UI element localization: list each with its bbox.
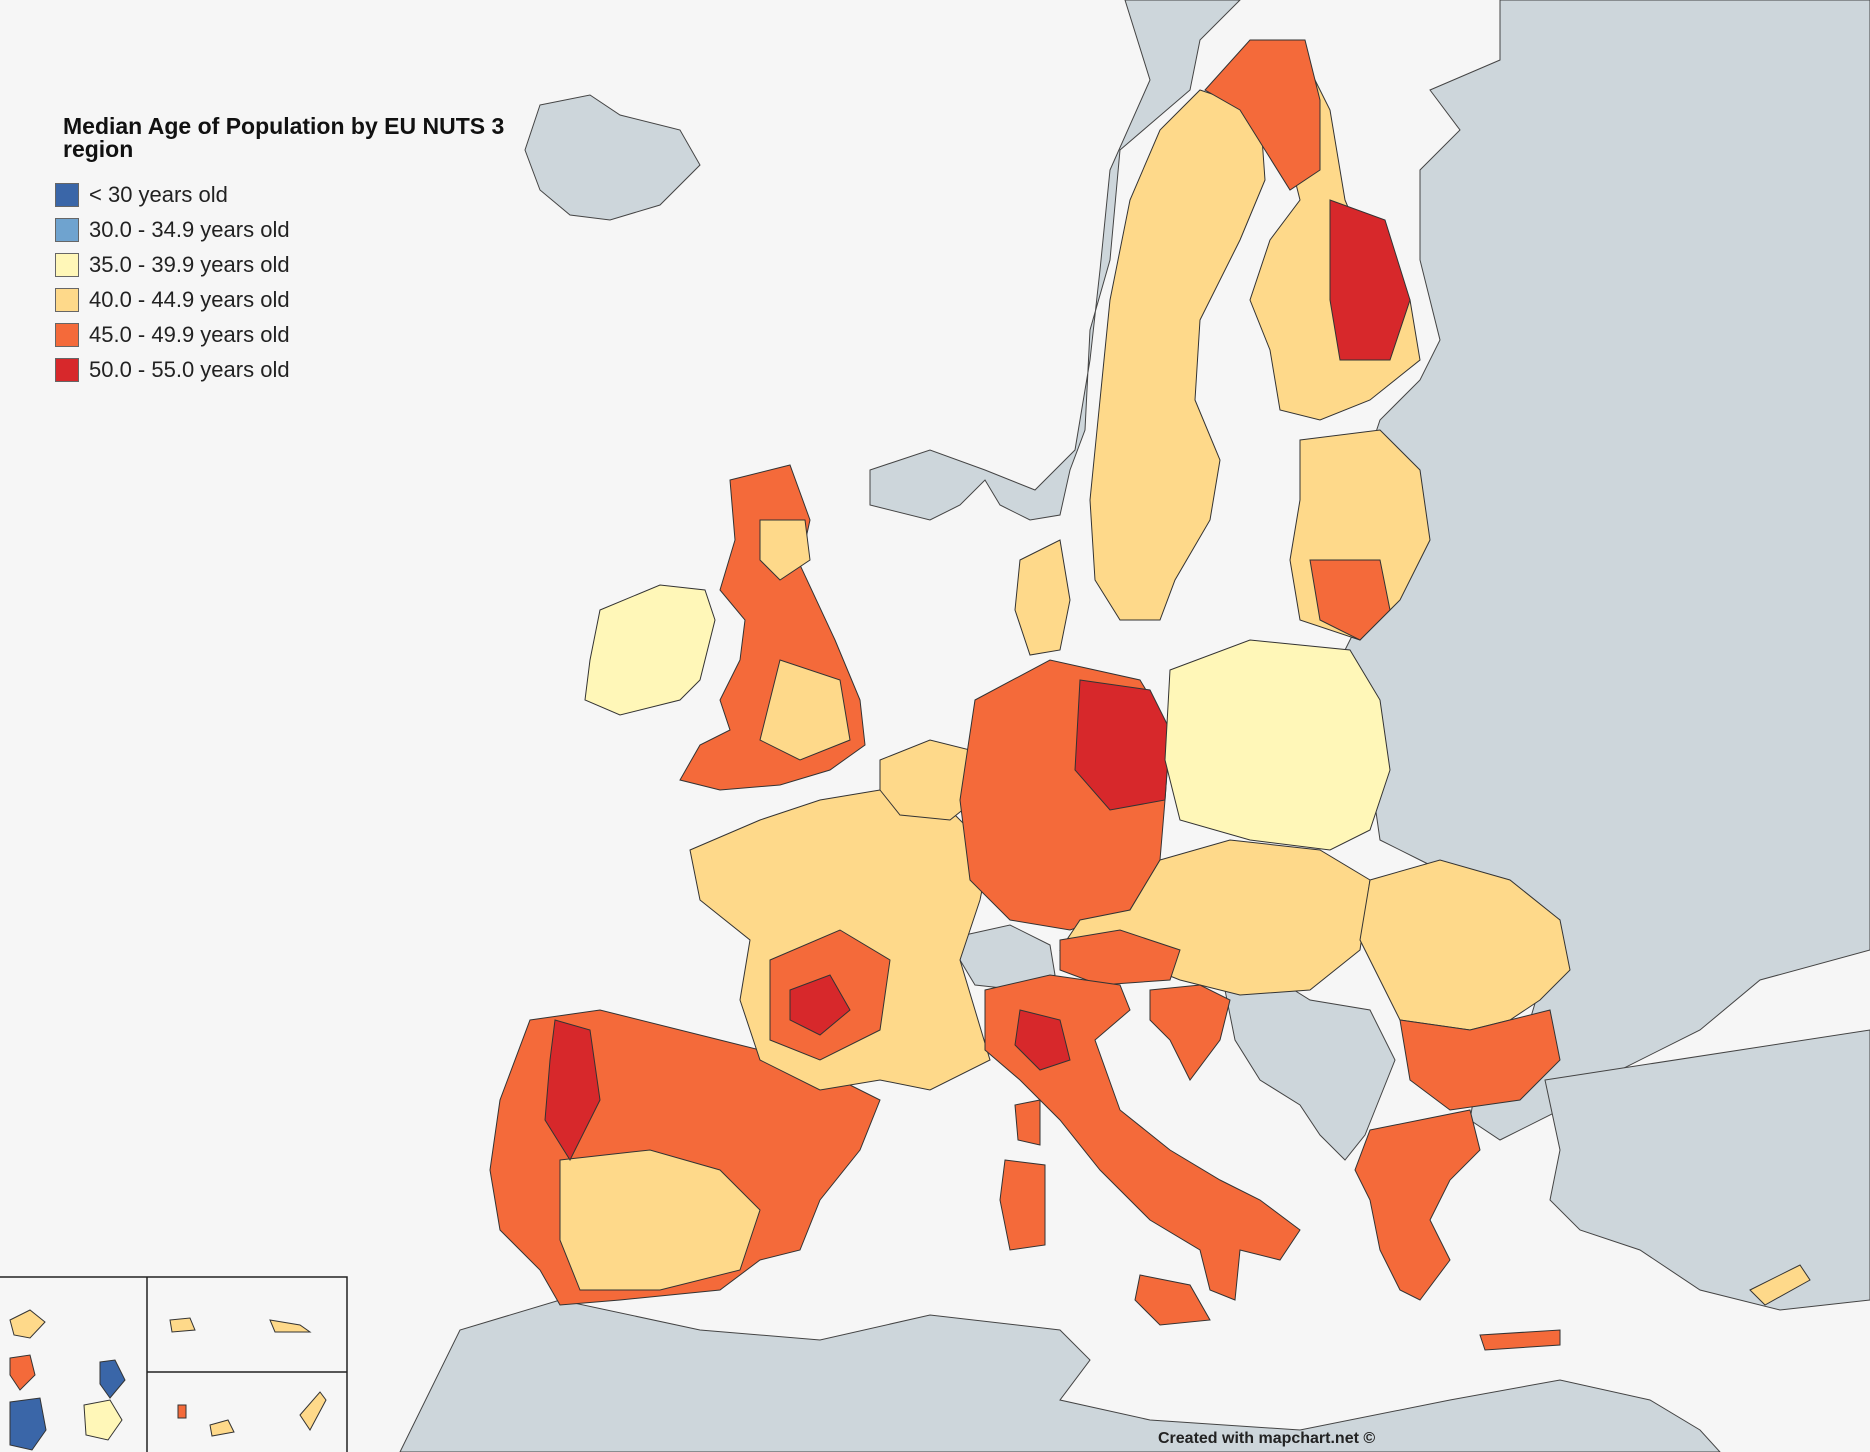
- legend-item: 35.0 - 39.9 years old: [55, 247, 533, 282]
- legend-swatch: [55, 252, 79, 277]
- region-poland: [1164, 639, 1391, 851]
- legend-swatch: [55, 357, 79, 382]
- non-eu-land: [399, 0, 1870, 1452]
- eu-regions: [489, 39, 1811, 1351]
- region-greece: [1354, 1109, 1481, 1301]
- region-ireland: [584, 584, 716, 716]
- legend-swatch: [55, 217, 79, 242]
- legend-label: 40.0 - 44.9 years old: [89, 286, 290, 312]
- legend-swatch: [55, 287, 79, 312]
- legend-label: 30.0 - 34.9 years old: [89, 216, 290, 242]
- legend-label: 45.0 - 49.9 years old: [89, 321, 290, 347]
- region-sweden: [1089, 89, 1266, 621]
- legend-item: 50.0 - 55.0 years old: [55, 352, 533, 387]
- legend-swatch: [55, 322, 79, 347]
- legend-item: 30.0 - 34.9 years old: [55, 212, 533, 247]
- legend-item: 40.0 - 44.9 years old: [55, 282, 533, 317]
- legend-label: 50.0 - 55.0 years old: [89, 356, 290, 382]
- region-romania-bulgaria: [1359, 859, 1571, 1031]
- legend-item: < 30 years old: [55, 177, 533, 212]
- legend: Median Age of Population by EU NUTS 3 re…: [55, 115, 533, 387]
- region-denmark: [1014, 539, 1071, 656]
- map-title: Median Age of Population by EU NUTS 3 re…: [63, 113, 505, 162]
- legend-label: < 30 years old: [89, 181, 228, 207]
- legend-item: 45.0 - 49.9 years old: [55, 317, 533, 352]
- credit-text: Created with mapchart.net ©: [1158, 1430, 1376, 1447]
- insets: [0, 1276, 348, 1452]
- legend-label: 35.0 - 39.9 years old: [89, 251, 290, 277]
- legend-swatch: [55, 182, 79, 207]
